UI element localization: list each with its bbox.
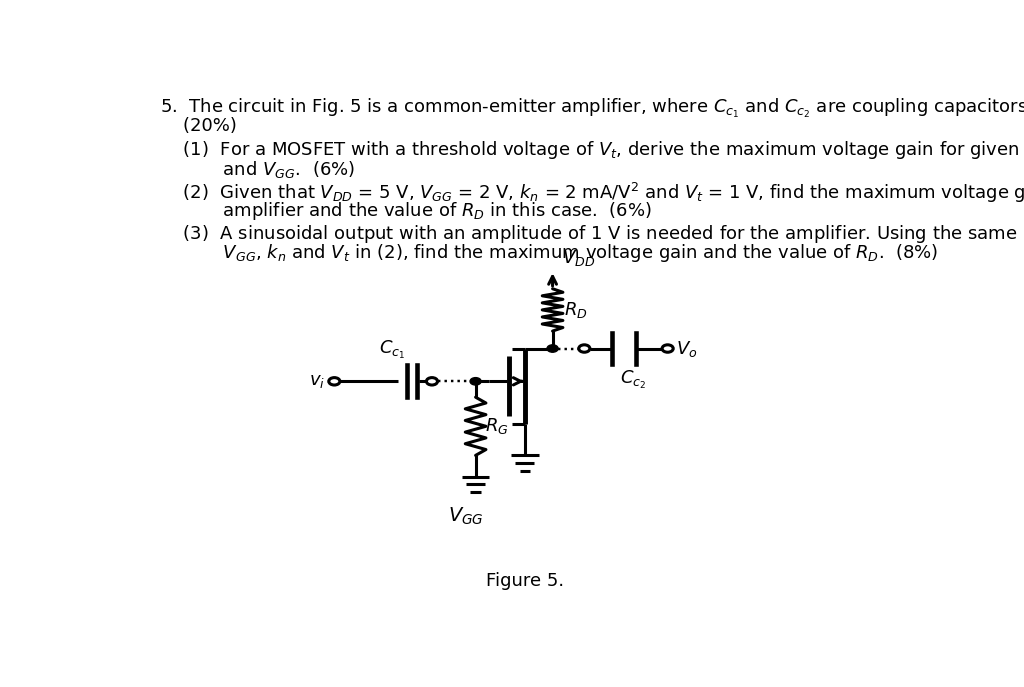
Text: (20%): (20%) [160, 117, 237, 135]
Text: $R_D$: $R_D$ [563, 300, 588, 320]
Text: $V_o$: $V_o$ [676, 339, 697, 359]
Text: (3)  A sinusoidal output with an amplitude of 1 V is needed for the amplifier. U: (3) A sinusoidal output with an amplitud… [160, 223, 1024, 245]
Text: and $V_{GG}$.  (6%): and $V_{GG}$. (6%) [160, 159, 354, 179]
Text: $R_G$: $R_G$ [485, 416, 509, 436]
Text: $V_{GG}$, $k_n$ and $V_t$ in (2), find the maximum voltage gain and the value of: $V_{GG}$, $k_n$ and $V_t$ in (2), find t… [160, 243, 938, 264]
Text: amplifier and the value of $R_D$ in this case.  (6%): amplifier and the value of $R_D$ in this… [160, 201, 651, 223]
Text: $V_{GG}$: $V_{GG}$ [449, 506, 484, 527]
Text: $C_{c_1}$: $C_{c_1}$ [379, 339, 406, 361]
Text: $v_i$: $v_i$ [308, 372, 325, 390]
Text: Figure 5.: Figure 5. [485, 572, 564, 590]
Text: (1)  For a MOSFET with a threshold voltage of $V_t$, derive the maximum voltage : (1) For a MOSFET with a threshold voltag… [160, 139, 1024, 161]
Text: $V_{DD}$: $V_{DD}$ [562, 247, 595, 267]
Circle shape [547, 345, 558, 352]
Circle shape [470, 378, 481, 385]
Text: (2)  Given that $V_{DD}$ = 5 V, $V_{GG}$ = 2 V, $k_n$ = 2 mA/V$^2$ and $V_t$ = 1: (2) Given that $V_{DD}$ = 5 V, $V_{GG}$ … [160, 181, 1024, 205]
Text: 5.  The circuit in Fig. 5 is a common-emitter amplifier, where $C_{c_1}$ and $C_: 5. The circuit in Fig. 5 is a common-emi… [160, 98, 1024, 120]
Text: $C_{c_2}$: $C_{c_2}$ [620, 369, 646, 391]
